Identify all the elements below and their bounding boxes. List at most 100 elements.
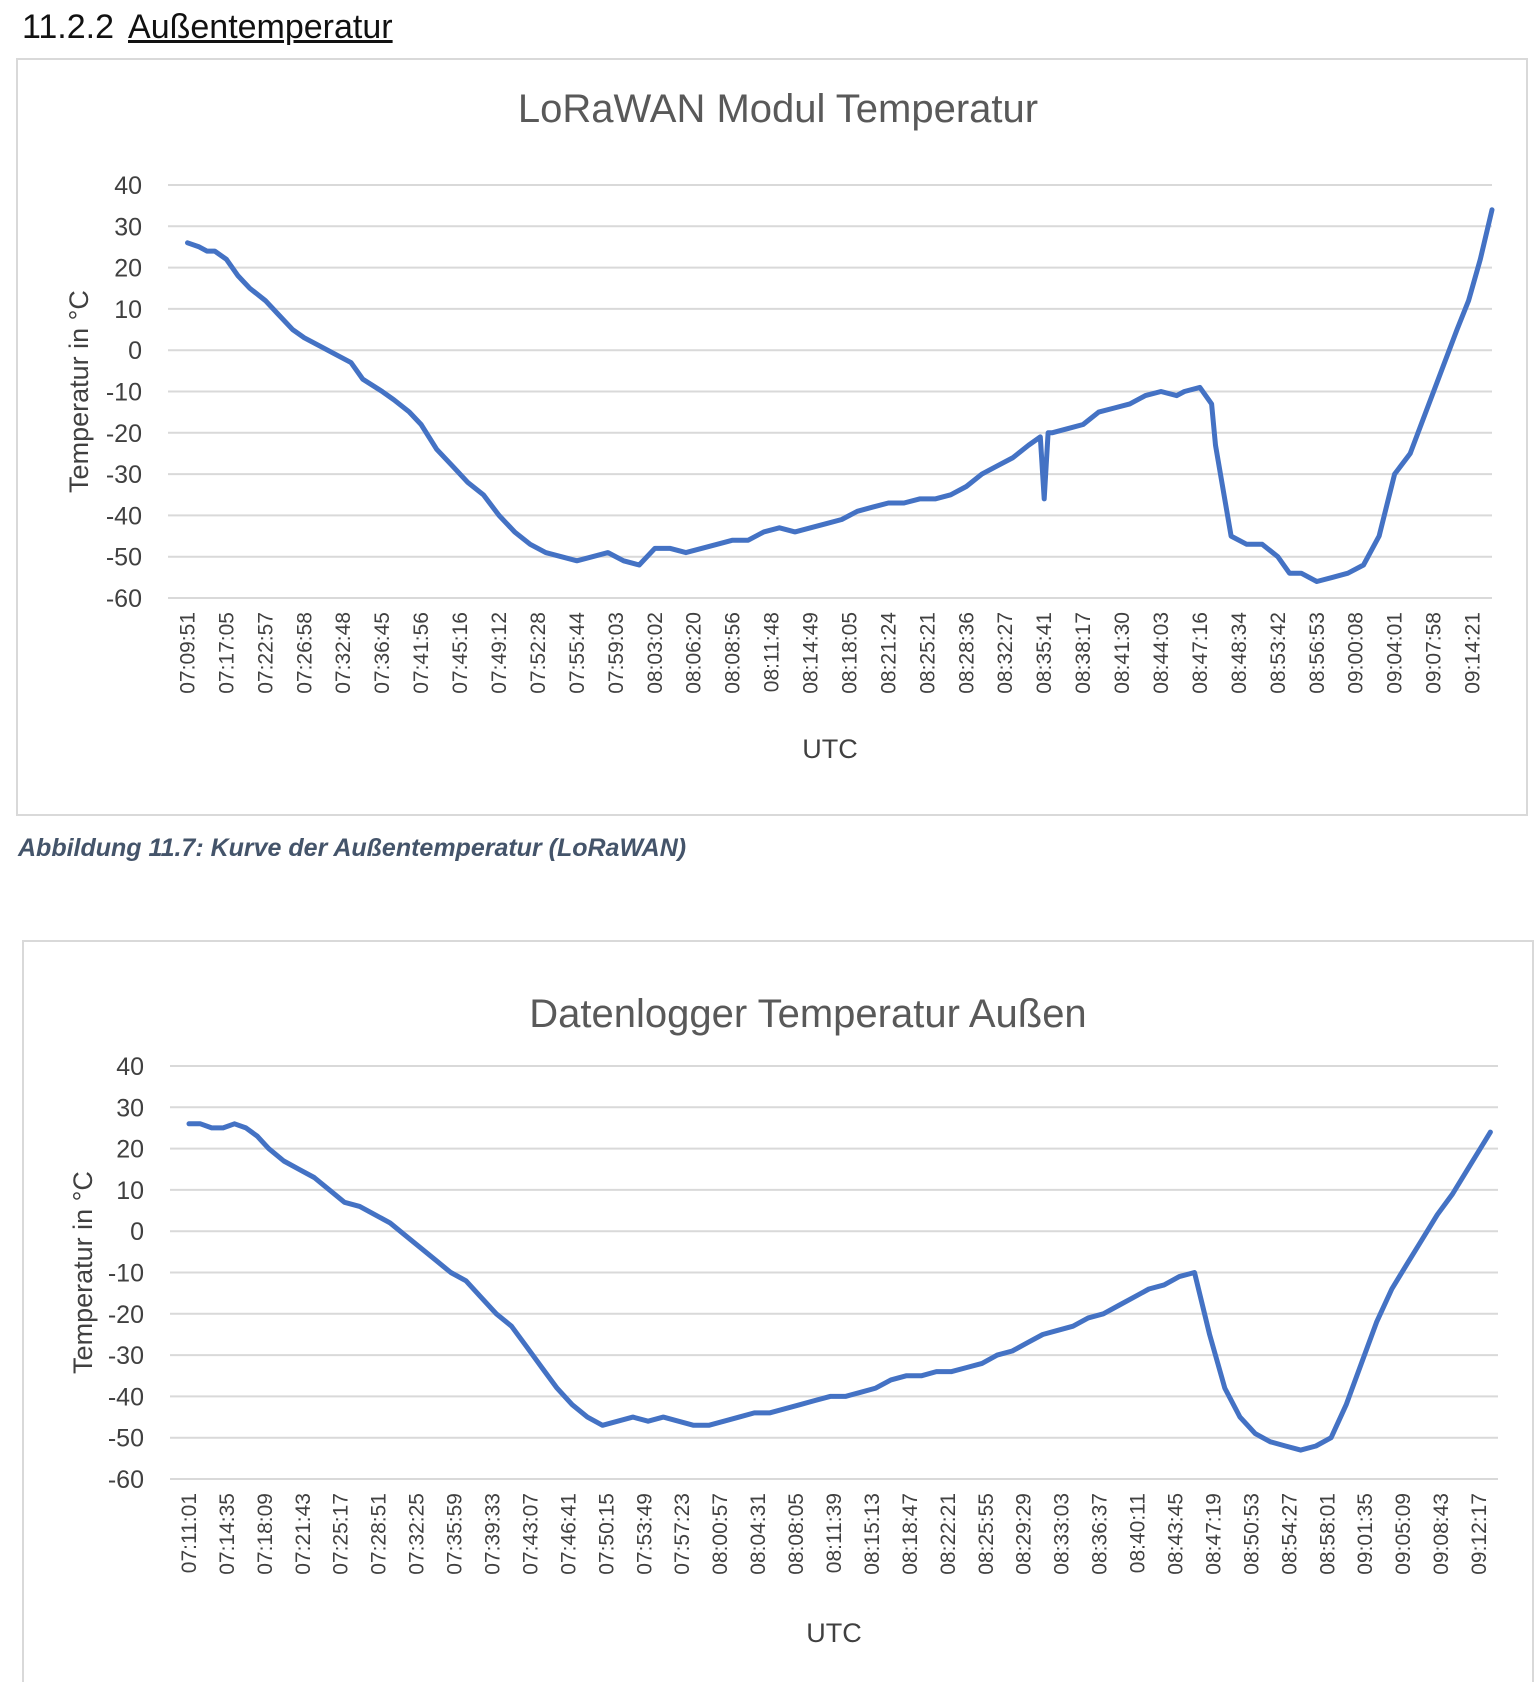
y-tick-label: -20 (108, 1301, 144, 1329)
y-tick-label: 10 (114, 296, 142, 324)
x-tick-label: 09:00:08 (1345, 612, 1368, 694)
x-tick-label: 09:14:21 (1462, 612, 1485, 694)
x-axis-label: UTC (806, 1618, 862, 1648)
x-tick-label: 08:47:16 (1189, 612, 1212, 694)
y-tick-label: 30 (116, 1094, 144, 1122)
y-tick-label: 20 (114, 255, 142, 283)
x-tick-label: 07:43:07 (519, 1493, 542, 1575)
x-tick-label: 08:04:31 (747, 1493, 770, 1575)
x-tick-label: 07:17:05 (215, 612, 238, 694)
x-tick-label: 08:00:57 (709, 1493, 732, 1575)
chart-lorawan-svg: LoRaWAN Modul Temperatur 40 30 20 10 0 -10 -20 -… (64, 87, 1495, 764)
x-tick-label: 08:29:29 (1013, 1493, 1036, 1575)
x-tick-label: 08:40:11 (1127, 1493, 1150, 1573)
x-tick-label: 08:48:34 (1228, 612, 1251, 694)
x-tick-label: 07:32:48 (332, 612, 355, 694)
x-tick-label: 08:06:20 (683, 612, 706, 694)
x-axis-label: UTC (802, 734, 858, 764)
x-tick-label: 07:11:01 (178, 1493, 201, 1573)
x-tick-label: 08:15:13 (861, 1493, 884, 1575)
y-tick-label: 30 (114, 213, 142, 241)
x-tick-label: 08:53:42 (1267, 612, 1290, 694)
y-tick-label: -40 (106, 502, 142, 530)
x-tick-label: 07:53:49 (633, 1493, 656, 1575)
x-tick-label: 07:18:09 (254, 1493, 277, 1575)
x-tick-label: 08:21:24 (877, 612, 900, 694)
chart-title: LoRaWAN Modul Temperatur (518, 87, 1038, 131)
x-tick-label: 08:50:53 (1240, 1493, 1263, 1575)
x-tick-label: 07:55:44 (566, 612, 589, 694)
x-tick-label: 07:21:43 (292, 1493, 315, 1575)
y-tick-label: -60 (106, 585, 142, 613)
y-tick-label: 40 (114, 172, 142, 200)
x-tick-label: 07:41:56 (410, 612, 433, 694)
x-tick-label: 08:35:41 (1033, 612, 1056, 694)
y-tick-label: 0 (130, 1218, 144, 1246)
x-tick-label: 07:25:17 (330, 1493, 353, 1575)
y-tick-label: 0 (128, 337, 142, 365)
x-tick-label: 08:22:21 (937, 1493, 960, 1575)
x-tick-label: 07:57:23 (671, 1493, 694, 1575)
x-tick-label: 08:32:27 (994, 612, 1017, 694)
y-tick-label: -50 (108, 1425, 144, 1453)
x-tick-label: 08:58:01 (1316, 1493, 1339, 1575)
y-axis-label: Temperatur in °C (64, 290, 94, 493)
y-axis-label: Temperatur in °C (68, 1171, 98, 1374)
x-tick-label: 09:08:43 (1430, 1493, 1453, 1575)
x-tick-label: 07:14:35 (216, 1493, 239, 1575)
x-tick-label: 09:12:17 (1468, 1493, 1491, 1575)
x-tick-label: 08:33:03 (1051, 1493, 1074, 1575)
x-tick-label: 09:05:09 (1392, 1493, 1415, 1575)
x-tick-label: 08:28:36 (955, 612, 978, 694)
x-tick-label: 08:36:37 (1089, 1493, 1112, 1575)
x-tick-label: 07:36:45 (371, 612, 394, 694)
y-tick-label: -60 (108, 1466, 144, 1494)
x-tick-label: 07:59:03 (605, 612, 628, 694)
x-tick-label: 08:03:02 (644, 612, 667, 694)
y-tick-label: 20 (116, 1136, 144, 1164)
x-tick-label: 08:18:47 (899, 1493, 922, 1575)
chart-datenlogger: Datenlogger Temperatur Außen 40 30 20 10 0 -10… (22, 940, 1534, 1682)
x-tick-label: 08:41:30 (1111, 612, 1134, 694)
section-heading: 11.2.2 Außentemperatur (22, 8, 393, 47)
x-tick-label: 07:09:51 (176, 612, 199, 694)
x-tick-label: 07:28:51 (368, 1493, 391, 1575)
chart-title: Datenlogger Temperatur Außen (529, 992, 1086, 1036)
y-tick-label: -40 (108, 1383, 144, 1411)
chart-datenlogger-svg: Datenlogger Temperatur Außen 40 30 20 10 0 -10… (68, 992, 1498, 1648)
x-tick-label: 08:54:27 (1278, 1493, 1301, 1575)
x-tick-label: 08:08:56 (722, 612, 745, 694)
temperature-series-line (186, 1121, 1493, 1453)
y-tick-label: -50 (106, 544, 142, 572)
x-tick-label: 08:14:49 (800, 612, 823, 694)
x-tick-label: 08:38:17 (1072, 612, 1095, 694)
chart-lorawan: LoRaWAN Modul Temperatur 40 30 20 10 0 -10 -20 -… (16, 58, 1528, 816)
x-tick-label: 07:35:59 (444, 1493, 467, 1575)
x-tick-label: 07:49:12 (488, 612, 511, 694)
x-tick-label: 08:08:05 (785, 1493, 808, 1575)
y-tick-label: 40 (116, 1053, 144, 1081)
y-tick-label: 10 (116, 1177, 144, 1205)
x-tick-label: 08:47:19 (1202, 1493, 1225, 1575)
y-tick-label: -10 (106, 379, 142, 407)
x-tick-label: 08:44:03 (1150, 612, 1173, 694)
y-tick-label: -30 (106, 461, 142, 489)
y-tick-label: -20 (106, 420, 142, 448)
x-tick-label: 07:50:15 (595, 1493, 618, 1575)
figure-caption: Abbildung 11.7: Kurve der Außentemperatu… (18, 834, 687, 862)
section-number: 11.2.2 (22, 8, 115, 46)
x-tick-label: 08:56:53 (1306, 612, 1329, 694)
x-tick-label: 09:04:01 (1384, 612, 1407, 694)
x-tick-label: 07:32:25 (406, 1493, 429, 1575)
x-tick-label: 08:11:48 (761, 612, 784, 692)
x-tick-label: 07:45:16 (449, 612, 472, 694)
x-tick-label: 08:43:45 (1164, 1493, 1187, 1575)
x-tick-label: 07:46:41 (557, 1493, 580, 1575)
x-tick-label: 07:26:58 (293, 612, 316, 694)
x-tick-label: 08:25:21 (916, 612, 939, 694)
x-tick-label: 08:25:55 (975, 1493, 998, 1575)
section-title: Außentemperatur (128, 8, 393, 46)
y-tick-label: -10 (108, 1260, 144, 1288)
x-tick-label: 07:52:28 (527, 612, 550, 694)
y-tick-label: -30 (108, 1342, 144, 1370)
